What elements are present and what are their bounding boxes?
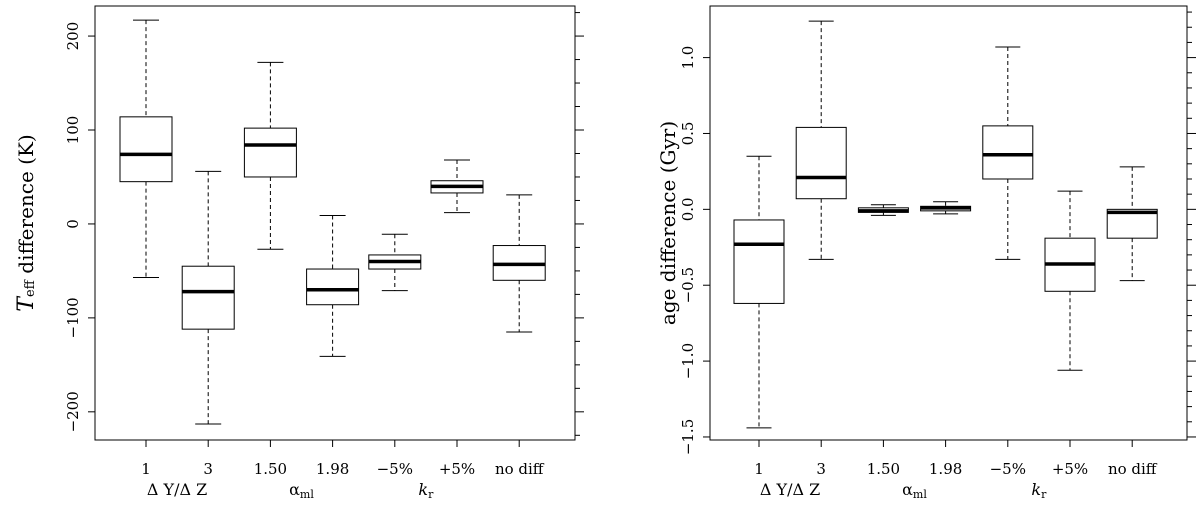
x-category-label: no diff (1108, 460, 1158, 478)
x-group-label: kr (1031, 480, 1047, 501)
x-group-label: Δ Y/Δ Z (760, 480, 820, 499)
iqr-box (119, 116, 173, 183)
x-category-label: no diff (495, 460, 545, 478)
x-category-label: 3 (203, 460, 213, 478)
box-6 (1044, 190, 1096, 371)
x-group-label: Δ Y/Δ Z (147, 480, 207, 499)
y-tick-label: −0.5 (679, 267, 697, 303)
box-2 (181, 170, 235, 425)
y-tick-label: 0.0 (679, 197, 697, 221)
x-category-label: 1.50 (254, 460, 287, 478)
y-tick-label: −1.5 (679, 419, 697, 455)
x-category-label: +5% (439, 460, 475, 478)
x-category-label: 1 (141, 460, 151, 478)
y-tick-label: −1.0 (679, 343, 697, 379)
x-category-label: −5% (990, 460, 1026, 478)
box-4 (306, 214, 360, 357)
y-axis-label: age difference (Gyr) (656, 121, 680, 325)
x-category-label: 1.50 (867, 460, 900, 478)
y-axis-label: Teff difference (K) (14, 134, 39, 311)
iqr-box (181, 265, 235, 330)
box-7 (1106, 166, 1158, 282)
box-1 (119, 19, 173, 278)
iqr-box (982, 125, 1034, 180)
x-group-label: αml (289, 480, 314, 501)
plot-frame (94, 5, 576, 441)
x-category-label: −5% (377, 460, 413, 478)
y-tick-label: −200 (64, 391, 82, 432)
age-difference-panel: −1.5 −1.0 −0.5 0.0 0.5 1.0 age difference (Gyr… (656, 5, 1196, 501)
iqr-box (795, 126, 847, 200)
iqr-box (733, 219, 785, 304)
x-category-label: +5% (1052, 460, 1088, 478)
y-tick-label: −100 (64, 297, 82, 338)
y-tick-label: 200 (64, 22, 82, 51)
y-tick-label: 0.5 (679, 122, 697, 146)
y-tick-label: 100 (64, 116, 82, 145)
box-5 (368, 233, 422, 292)
iqr-box (243, 127, 297, 178)
x-category-label: 3 (816, 460, 826, 478)
teff-difference-panel: −200 −100 0 100 200 Teff difference (K) 1 3 1.50… (14, 5, 584, 501)
x-category-label: 1 (754, 460, 764, 478)
box-5 (982, 46, 1034, 260)
x-category-label: 1.98 (929, 460, 962, 478)
y-tick-label: 1.0 (679, 46, 697, 70)
y-tick-label: 0 (64, 219, 82, 229)
x-category-label: 1.98 (316, 460, 349, 478)
box-4 (920, 201, 972, 215)
box-3 (857, 204, 909, 216)
plot-frame (709, 5, 1188, 441)
iqr-box (1106, 208, 1158, 239)
box-2 (795, 20, 847, 260)
box-6 (430, 159, 484, 214)
box-1 (733, 155, 785, 429)
box-3 (243, 61, 297, 250)
iqr-box (306, 268, 360, 306)
x-group-label: kr (418, 480, 434, 501)
box-7 (492, 194, 546, 333)
x-group-label: αml (902, 480, 927, 501)
